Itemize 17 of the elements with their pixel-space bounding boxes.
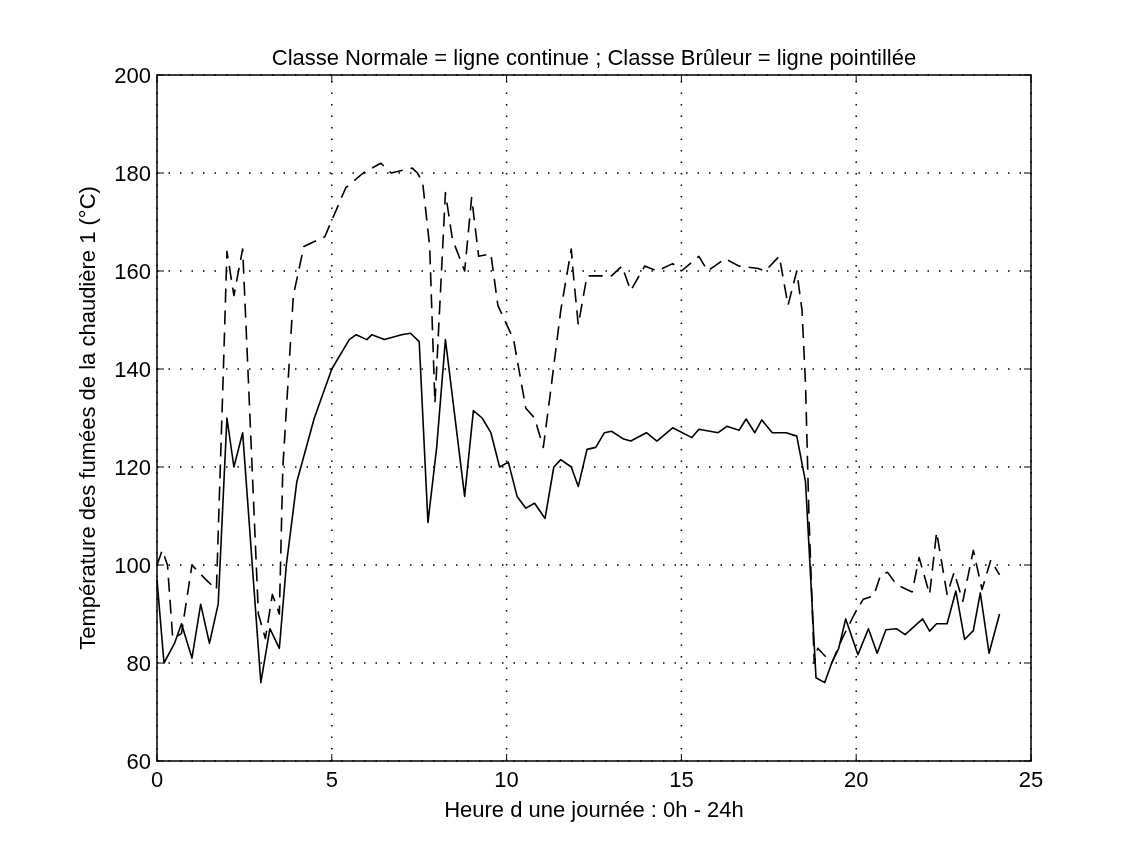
- y-tick-label: 140: [114, 357, 151, 382]
- x-tick-label: 25: [1018, 767, 1044, 792]
- y-tick-label: 80: [126, 651, 151, 676]
- x-axis-title: Heure d une journée : 0h - 24h: [444, 797, 744, 822]
- x-tick-label: 20: [843, 767, 869, 792]
- y-tick-label: 120: [114, 455, 151, 480]
- x-tick-label: 10: [494, 767, 519, 792]
- y-tick-label: 160: [114, 259, 151, 284]
- x-tick-label: 5: [325, 767, 338, 792]
- x-tick-label: 0: [150, 767, 164, 792]
- x-tick-label: 15: [669, 767, 694, 792]
- y-tick-label: 180: [114, 161, 151, 186]
- chart-title: Classe Normale = ligne continue ; Classe Brûleur = ligne pointillée: [271, 45, 917, 70]
- y-axis-title: Température des fumées de la chaudière 1 (°C): [75, 186, 100, 650]
- y-tick-label: 200: [114, 63, 151, 88]
- y-tick-label: 60: [126, 749, 151, 774]
- y-tick-label: 100: [114, 553, 151, 578]
